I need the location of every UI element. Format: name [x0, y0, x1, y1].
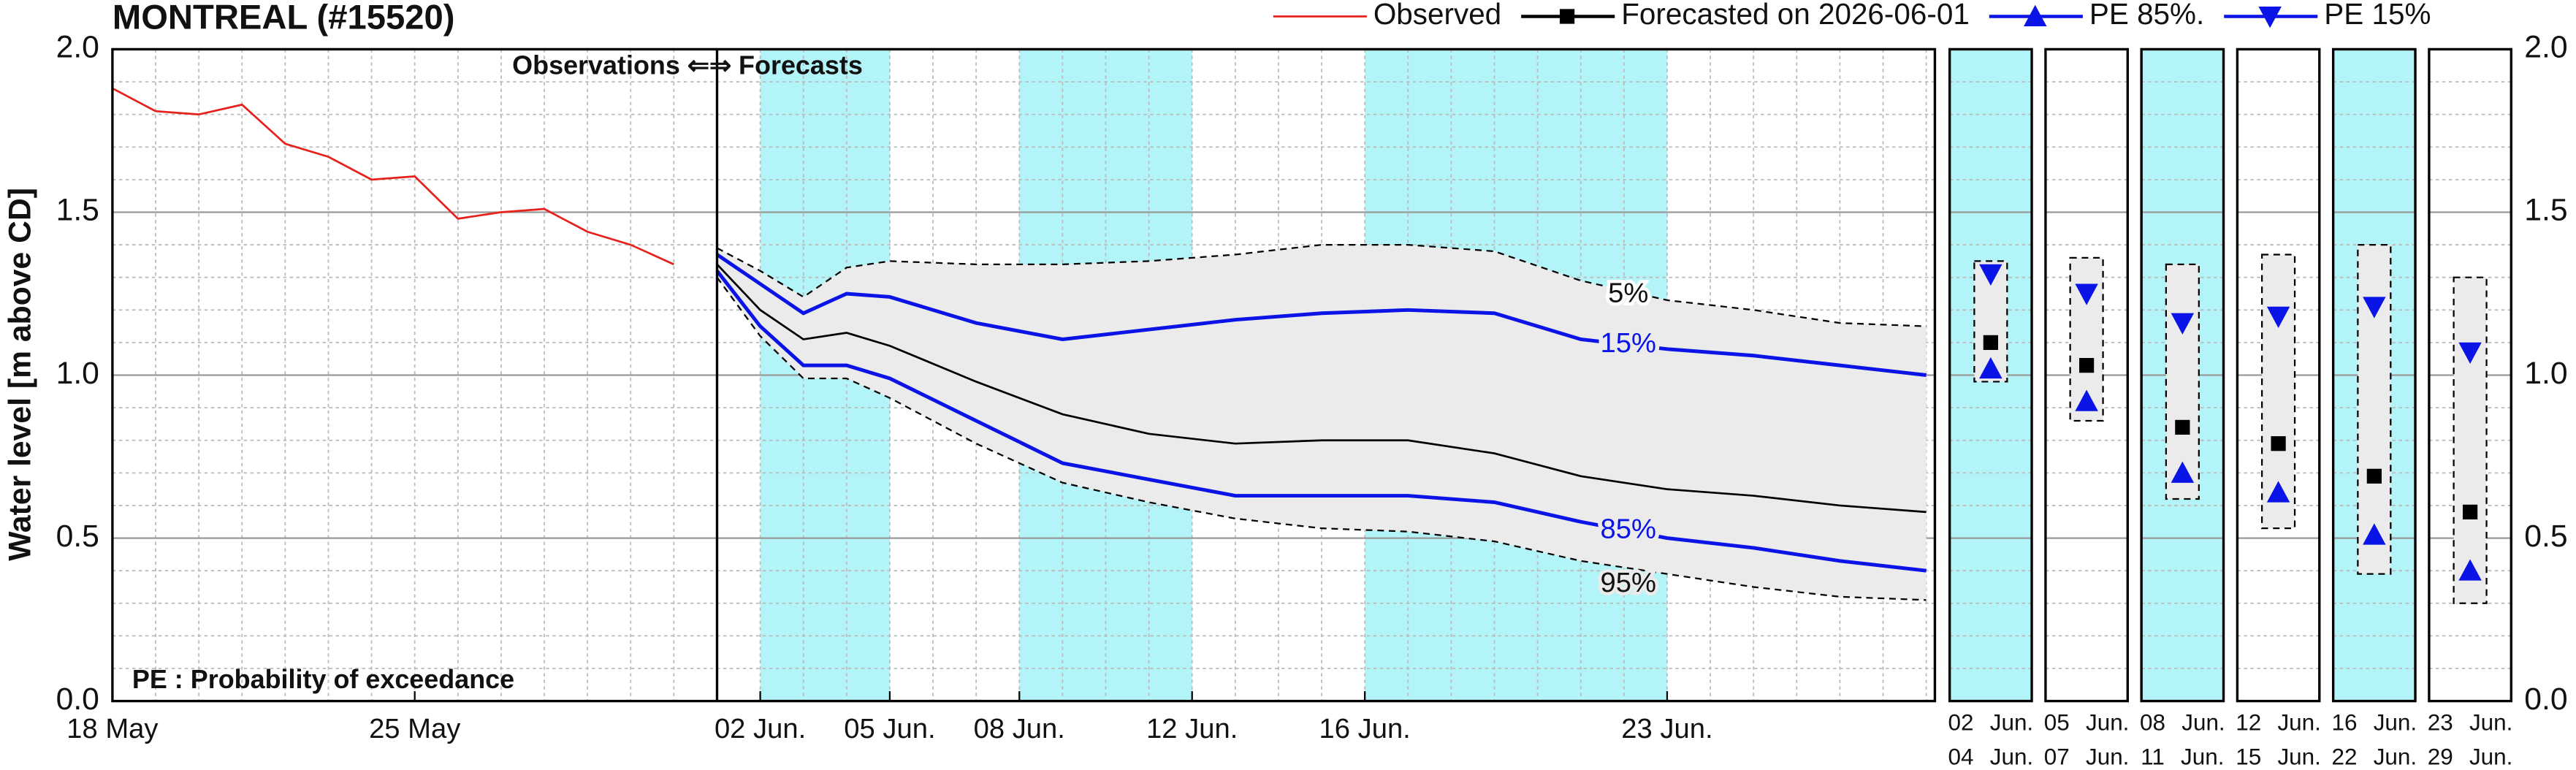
y-axis-label: Water level [m above CD] [3, 188, 38, 561]
marker-down [2458, 342, 2482, 365]
marker-square [1983, 335, 1998, 351]
plot-frame [111, 47, 1937, 703]
series-line [716, 263, 1927, 514]
period-end: 04 Jun. [1948, 744, 2034, 770]
envelope-label: 5% [1608, 277, 1648, 308]
period-start: 16 Jun. [2332, 709, 2417, 735]
envelope-label: 95% [1601, 567, 1656, 598]
marker-square [2175, 419, 2190, 435]
marker-square [2078, 358, 2095, 373]
legend-label: PE 15% [2324, 0, 2431, 31]
x-tick-label: 25 May [369, 713, 461, 744]
period-end: 15 Jun. [2236, 744, 2321, 770]
legend-label: PE 85%. [2089, 0, 2204, 31]
marker-down [2075, 283, 2098, 305]
legend-label: Observed [1373, 0, 1501, 31]
x-tick-label: 05 Jun. [844, 713, 935, 744]
panel-frame [1948, 47, 2033, 703]
y-tick-label: 0.0 [56, 682, 99, 717]
marker-up [2458, 559, 2482, 581]
marker-up [2266, 481, 2290, 503]
x-tick-label: 23 Jun. [1621, 713, 1712, 744]
period-start: 08 Jun. [2140, 709, 2225, 735]
marker-down [1979, 264, 2003, 286]
x-tick-label: 02 Jun. [715, 713, 806, 744]
period-start: 05 Jun. [2044, 709, 2130, 735]
marker-up [2024, 4, 2047, 26]
envelope-upper [716, 243, 1927, 327]
panel-frame [2428, 47, 2512, 703]
x-tick-label: 18 May [66, 713, 159, 744]
panel-frame [2140, 47, 2225, 703]
x-tick-label: 16 Jun. [1319, 713, 1411, 744]
annotation: Observations ⇐⇒ Forecasts [512, 50, 863, 80]
period-end: 07 Jun. [2044, 744, 2130, 770]
marker-down [2363, 297, 2386, 319]
y2-tick-label: 1.5 [2524, 193, 2567, 228]
marker-down [2266, 306, 2290, 328]
period-end: 22 Jun. [2332, 744, 2417, 770]
envelope-lower [716, 277, 1927, 601]
series-line [112, 87, 674, 266]
period-start: 12 Jun. [2236, 709, 2321, 735]
marker-square [2366, 468, 2382, 484]
x-tick-label: 12 Jun. [1146, 713, 1238, 744]
marker-up [2075, 389, 2098, 411]
period-start: 23 Jun. [2428, 709, 2513, 735]
marker-down [2171, 313, 2195, 335]
period-end: 11 Jun. [2141, 744, 2224, 770]
period-range [2453, 276, 2488, 604]
marker-down [2258, 6, 2282, 28]
series-line [716, 253, 1927, 377]
period-end: 29 Jun. [2428, 744, 2513, 770]
marker-up [1979, 357, 2003, 379]
marker-up [2171, 461, 2195, 483]
period-range [2165, 263, 2200, 500]
legend-label: Forecasted on 2026-06-01 [1621, 0, 1970, 31]
marker-square [1559, 9, 1575, 24]
y2-tick-label: 1.0 [2524, 356, 2567, 391]
period-start: 02 Jun. [1948, 709, 2034, 735]
y2-tick-label: 0.0 [2524, 682, 2567, 717]
chart-title: MONTREAL (#15520) [113, 0, 455, 37]
y-tick-label: 1.0 [56, 356, 99, 391]
line-label: 85% [1601, 514, 1656, 545]
x-tick-label: 08 Jun. [974, 713, 1065, 744]
panel-frame [2331, 47, 2417, 703]
annotation: PE : Probability of exceedance [132, 664, 514, 694]
marker-up [2363, 523, 2386, 545]
line-label: 15% [1601, 327, 1656, 359]
y2-tick-label: 0.5 [2524, 519, 2567, 554]
y-tick-label: 2.0 [56, 30, 99, 65]
y-tick-label: 0.5 [56, 519, 99, 554]
panel-frame [2236, 47, 2321, 703]
panel-frame [2044, 47, 2129, 703]
marker-square [2271, 436, 2286, 451]
envelope-fill [717, 245, 1927, 601]
y-tick-label: 1.5 [56, 193, 99, 228]
y2-tick-label: 2.0 [2524, 30, 2567, 65]
series-line [715, 270, 1927, 573]
marker-square [2462, 504, 2478, 519]
